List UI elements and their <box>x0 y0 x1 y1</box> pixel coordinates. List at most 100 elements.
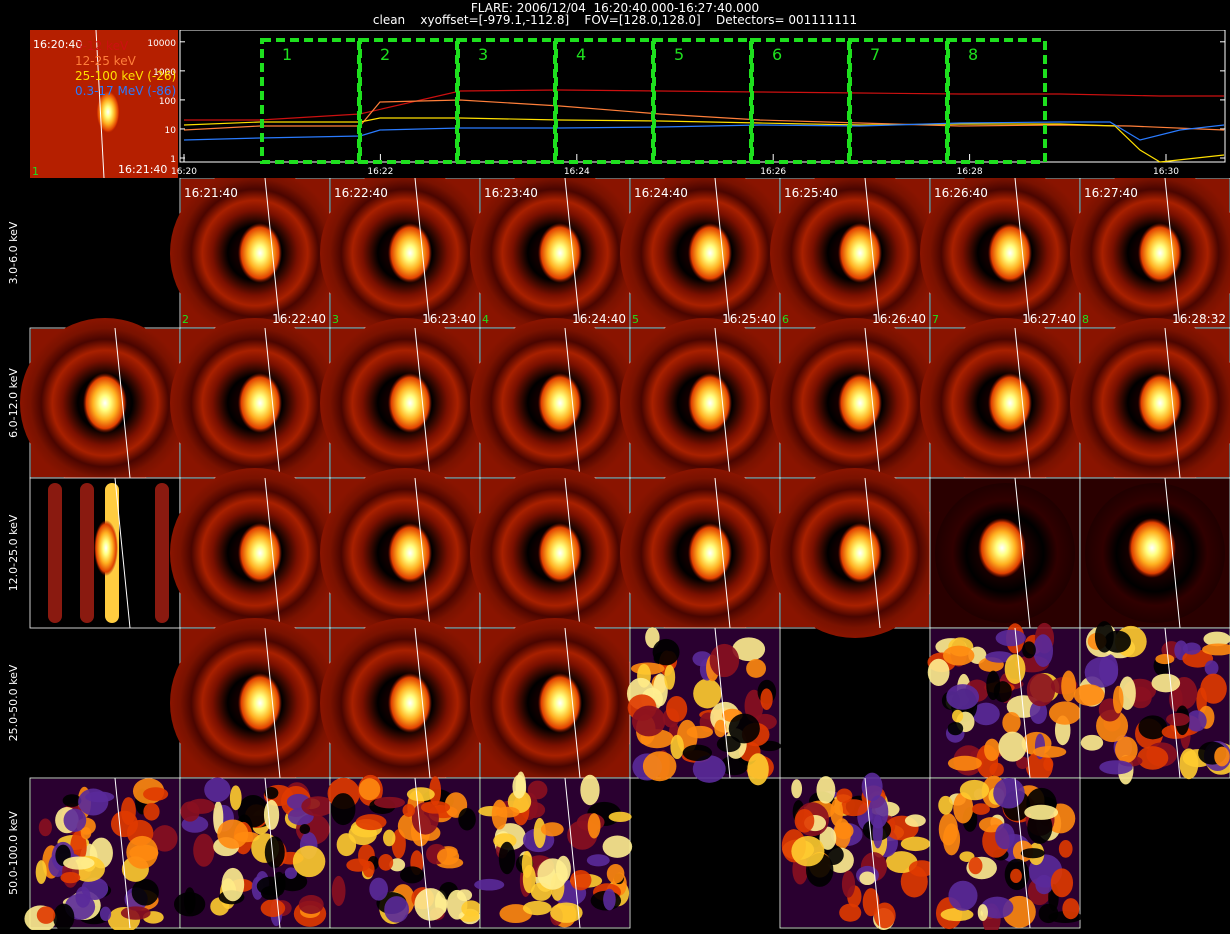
solar-limb-line <box>864 177 881 329</box>
xray-image-blob <box>1070 318 1230 488</box>
xray-image-blob <box>320 468 490 638</box>
x-tick-label: 16:22 <box>367 167 393 177</box>
energy-band-label: 3.0-6.0 keV <box>7 221 20 284</box>
panel-start-time: 16:24:40 <box>634 186 688 200</box>
panel-start-time: 16:25:40 <box>784 186 838 200</box>
figure-header: FLARE: 2006/12/04 16:20:40.000-16:27:40.… <box>0 0 1230 30</box>
panel-end-time: 16:22:40 <box>272 312 326 326</box>
solar-limb-line <box>414 777 431 929</box>
image-grid: 16:21:40 16:22:40 2 16:22:40 16:23:40 3 16:23:… <box>0 168 1230 934</box>
solar-limb-line <box>114 477 131 629</box>
xray-image-blob <box>770 318 940 488</box>
solar-limb-line <box>1014 477 1031 629</box>
xray-image-blob <box>470 468 640 638</box>
solar-limb-line <box>714 177 731 329</box>
xray-image-blob <box>1070 168 1230 338</box>
time-interval-box <box>946 38 1047 164</box>
solar-limb-line <box>264 777 281 929</box>
xray-image-blob <box>20 318 190 488</box>
panel-number: 6 <box>782 313 789 326</box>
energy-band-label: 50.0-100.0 keV <box>7 811 20 895</box>
lightcurve-line <box>184 89 1224 121</box>
solar-limb-line <box>1014 327 1031 479</box>
energy-band-label: 6.0-12.0 keV <box>7 368 20 438</box>
xray-image-noise <box>1073 621 1230 785</box>
xray-image-blob <box>170 468 340 638</box>
lightcurve-line <box>183 117 1225 163</box>
solar-limb-line <box>864 777 881 929</box>
solar-limb-line <box>264 627 281 779</box>
solar-limb-line <box>1014 777 1031 929</box>
lightcurve-plot-frame <box>179 30 1226 163</box>
interval-number: 7 <box>870 45 880 64</box>
solar-limb-line <box>714 627 731 779</box>
xray-image-noise <box>929 775 1083 934</box>
solar-limb-line <box>264 327 281 479</box>
xray-image-blob <box>320 618 490 788</box>
y-tick-label: 1000 <box>153 68 176 78</box>
interval-number: 6 <box>772 45 782 64</box>
xray-image-blob <box>470 618 640 788</box>
thumbnail-start-time: 16:20:40 <box>33 38 82 51</box>
xray-image-noise <box>927 622 1082 781</box>
xray-image-fuzzy <box>1079 477 1230 629</box>
solar-limb-line <box>864 327 881 479</box>
time-interval-box <box>260 38 361 164</box>
solar-limb-line <box>564 177 581 329</box>
time-interval-box <box>848 38 949 164</box>
xray-image-blob <box>320 168 490 338</box>
y-tick-label: 10000 <box>147 39 176 49</box>
imaging-parameters: clean xyoffset=[-979.1,-112.8] FOV=[128.… <box>372 13 858 27</box>
thumbnail-image <box>30 30 178 178</box>
panel-start-time: 16:22:40 <box>334 186 388 200</box>
xray-image-stripes <box>29 477 181 629</box>
xray-image-blob <box>470 168 640 338</box>
panel-start-time: 16:27:40 <box>1084 186 1138 200</box>
solar-limb-line <box>114 327 131 479</box>
energy-band-label: 25.0-50.0 keV <box>7 664 20 741</box>
xray-image-blob <box>620 168 790 338</box>
interval-number: 3 <box>478 45 488 64</box>
solar-limb-line <box>1014 627 1031 779</box>
solar-limb-line <box>1164 477 1181 629</box>
solar-limb-line <box>564 327 581 479</box>
solar-limb-line <box>564 777 581 929</box>
xray-image-blob <box>320 318 490 488</box>
panel-end-time: 16:25:40 <box>722 312 776 326</box>
xray-image-blob <box>620 468 790 638</box>
energy-band-label: 12.0-25.0 keV <box>7 514 20 591</box>
panel-end-time: 16:27:40 <box>1022 312 1076 326</box>
interval-number: 2 <box>380 45 390 64</box>
solar-limb-line <box>1164 327 1181 479</box>
solar-limb-line <box>1014 177 1031 329</box>
legend-entry: 12-25 keV <box>75 54 137 68</box>
thumbnail-end-time: 16:21:40 <box>118 163 167 176</box>
panel-number: 5 <box>632 313 639 326</box>
time-interval-box <box>456 38 557 164</box>
interval-number: 8 <box>968 45 978 64</box>
xray-image-blob <box>620 318 790 488</box>
solar-limb-line <box>264 177 281 329</box>
solar-limb-line <box>714 477 731 629</box>
panel-start-time: 16:26:40 <box>934 186 988 200</box>
solar-limb-line <box>1164 177 1181 329</box>
thumbnail-number: 1 <box>32 165 39 178</box>
solar-limb-line <box>414 177 431 329</box>
panel-number: 4 <box>482 313 489 326</box>
legend-entry: 0.3-17 MeV (-86) <box>75 84 176 98</box>
panel-end-time: 16:24:40 <box>572 312 626 326</box>
time-interval-box <box>750 38 851 164</box>
legend-entry: 25-100 keV (-26) <box>75 69 176 83</box>
y-tick-label: 10 <box>165 126 177 136</box>
x-tick-label: 16:24 <box>564 167 590 177</box>
interval-number: 1 <box>282 45 292 64</box>
solar-limb-line <box>1164 627 1181 779</box>
xray-image-noise <box>474 771 633 929</box>
solar-limb-line <box>114 777 131 929</box>
solar-limb-line <box>414 477 431 629</box>
xray-image-noise <box>626 627 781 786</box>
xray-image-blob <box>920 318 1090 488</box>
panel-end-time: 16:28:32 <box>1172 312 1226 326</box>
panel-start-time: 16:21:40 <box>184 186 238 200</box>
